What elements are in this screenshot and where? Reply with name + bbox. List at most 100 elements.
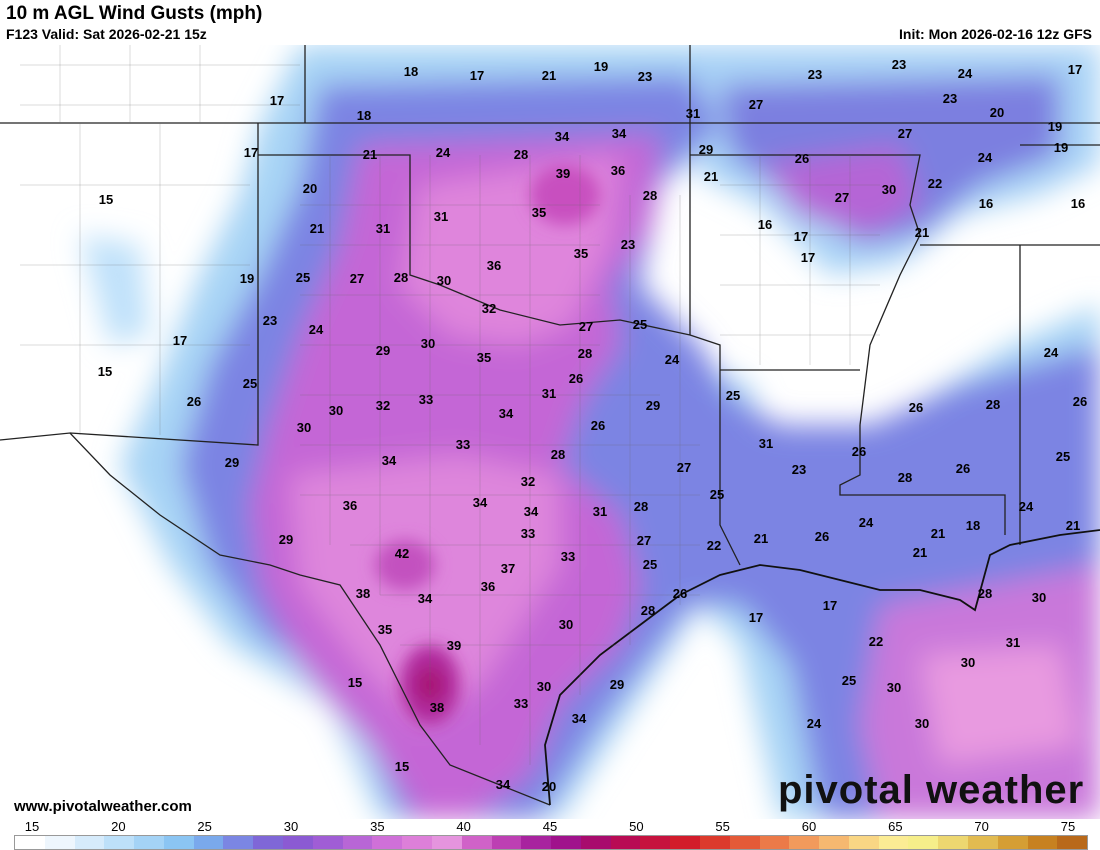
legend-swatch	[699, 836, 730, 849]
gust-label: 24	[436, 145, 451, 160]
legend-swatch	[997, 836, 1028, 849]
wind-gust-map[interactable]: 17 18 17 21 19 23 23 23 24 17 18 31 27 23 20 19 27 34 34 17…	[0, 45, 1100, 819]
gust-label: 25	[633, 317, 647, 332]
legend-swatch	[431, 836, 462, 849]
gust-label: 20	[542, 779, 556, 794]
gust-label: 22	[928, 176, 942, 191]
gust-label: 24	[978, 150, 993, 165]
gust-label: 28	[978, 586, 992, 601]
coastline	[544, 529, 1100, 806]
gust-label: 16	[758, 217, 772, 232]
legend-swatch	[759, 836, 790, 849]
gust-label: 23	[808, 67, 822, 82]
gust-label: 24	[958, 66, 973, 81]
gust-label: 29	[225, 455, 239, 470]
gust-label: 26	[187, 394, 201, 409]
website-url[interactable]: www.pivotalweather.com	[14, 798, 192, 815]
gust-label: 34	[496, 777, 511, 792]
gust-label: 32	[482, 301, 496, 316]
gust-label: 34	[572, 711, 587, 726]
gust-label: 30	[961, 655, 975, 670]
gust-label: 17	[801, 250, 815, 265]
gust-label: 28	[578, 346, 592, 361]
gust-label: 21	[704, 169, 718, 184]
gust-label: 36	[611, 163, 625, 178]
gust-label: 29	[610, 677, 624, 692]
gust-label: 25	[710, 487, 724, 502]
county-lines	[20, 45, 880, 765]
gust-label: 20	[990, 105, 1004, 120]
legend-swatch	[223, 836, 254, 849]
gust-label: 27	[579, 319, 593, 334]
gust-label: 29	[699, 142, 713, 157]
legend-swatch	[640, 836, 671, 849]
gust-label: 33	[514, 696, 528, 711]
legend-swatch	[938, 836, 968, 849]
gust-label: 29	[376, 343, 390, 358]
gust-label: 17	[173, 333, 187, 348]
gust-label: 21	[542, 68, 556, 83]
legend-tick-row: 15 20 25 30 35 40 45 50 55 60 65 70 75	[0, 819, 1100, 834]
gust-label: 31	[593, 504, 607, 519]
gust-label: 26	[909, 400, 923, 415]
legend-swatch	[848, 836, 879, 849]
gust-label: 26	[795, 151, 809, 166]
gust-label: 23	[621, 237, 635, 252]
gust-label: 18	[404, 64, 418, 79]
gust-label: 31	[434, 209, 448, 224]
gust-label: 16	[979, 196, 993, 211]
gust-label: 30	[421, 336, 435, 351]
map-title: 10 m AGL Wind Gusts (mph)	[6, 3, 263, 24]
gust-label: 27	[898, 126, 912, 141]
gust-label: 29	[279, 532, 293, 547]
gust-label: 30	[297, 420, 311, 435]
gust-label: 31	[1006, 635, 1020, 650]
gust-label: 30	[437, 273, 451, 288]
gust-label: 33	[419, 392, 433, 407]
gust-label: 30	[537, 679, 551, 694]
gust-label: 31	[759, 436, 773, 451]
gust-label: 23	[892, 57, 906, 72]
gust-label: 36	[481, 579, 495, 594]
gust-label: 26	[1073, 394, 1087, 409]
legend-swatch	[342, 836, 373, 849]
gust-label: 27	[835, 190, 849, 205]
legend-tick-label: 25	[197, 819, 212, 834]
gust-label: 34	[555, 129, 570, 144]
gust-label: 24	[807, 716, 822, 731]
legend-swatch	[729, 836, 760, 849]
gust-label: 24	[665, 352, 680, 367]
gust-label: 15	[98, 364, 112, 379]
gust-label: 28	[634, 499, 648, 514]
gust-label: 16	[1071, 196, 1085, 211]
legend-tick-label: 30	[283, 819, 299, 834]
legend-swatch	[968, 836, 998, 849]
legend-swatch	[878, 836, 909, 849]
legend-swatch	[1027, 836, 1058, 849]
state-borders	[0, 45, 1100, 806]
legend-swatch	[193, 836, 224, 849]
legend-swatch	[580, 836, 611, 849]
gust-label: 30	[887, 680, 901, 695]
gust-label: 25	[1056, 449, 1070, 464]
legend-swatch	[15, 836, 45, 849]
gust-label: 36	[487, 258, 501, 273]
gust-label: 35	[574, 246, 588, 261]
gust-shading	[80, 45, 1100, 819]
gust-label: 17	[270, 93, 284, 108]
legend-swatch	[461, 836, 492, 849]
legend-tick-label: 40	[456, 819, 471, 834]
legend-swatch	[610, 836, 641, 849]
legend-swatch	[253, 836, 284, 849]
gust-label: 34	[499, 406, 514, 421]
legend-swatch	[1057, 836, 1088, 849]
legend-swatch	[44, 836, 75, 849]
gust-label: 15	[348, 675, 362, 690]
gust-label: 35	[532, 205, 546, 220]
gust-label: 28	[641, 603, 655, 618]
gust-label: 26	[673, 586, 687, 601]
gust-label: 18	[966, 518, 980, 533]
init-time: Init: Mon 2026-02-16 12z GFS	[899, 26, 1092, 42]
gust-label: 19	[1054, 140, 1068, 155]
